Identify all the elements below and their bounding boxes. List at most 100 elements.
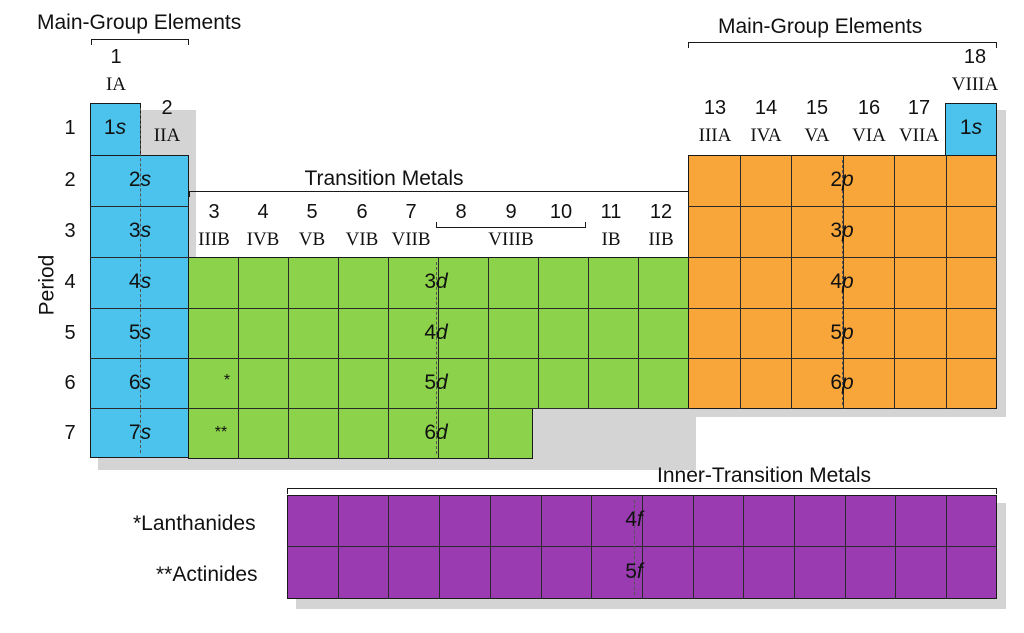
period-axis-label: Period (35, 254, 59, 316)
actinides-label: **Actinides (156, 563, 258, 586)
s-block-row-line (90, 408, 189, 409)
d-block-row-line (188, 358, 689, 359)
d-block-col-line (538, 257, 539, 409)
d-block-row-line (188, 408, 689, 409)
orbital-4s-label: 4s (128, 270, 152, 293)
orbital-5p-label: 5p (830, 321, 854, 344)
group-5-number: 5 (306, 201, 318, 223)
group-14-number: 14 (754, 97, 778, 119)
group-14-roman: IVA (750, 125, 782, 146)
group-5-roman: VB (298, 229, 326, 250)
s-block-center-line (140, 108, 141, 453)
group-2-roman: IIA (153, 125, 181, 146)
orbital-6p-label: 6p (830, 371, 854, 394)
group-10-number: 10 (549, 201, 573, 223)
period-4-label: 4 (64, 271, 76, 293)
group-16-roman: VIA (852, 125, 886, 146)
orbital-6s-label: 6s (128, 371, 152, 394)
period-1-label: 1 (64, 117, 76, 139)
period-7-label: 7 (64, 422, 76, 444)
s-block-row-line (90, 257, 189, 258)
period-3-label: 3 (64, 220, 76, 242)
group-13-roman: IIIA (698, 125, 732, 146)
period-5-label: 5 (64, 322, 76, 344)
group-1-roman: IA (105, 74, 127, 95)
orbital-he-1s-label: 1s (959, 116, 983, 139)
f-block-col-line (388, 495, 390, 599)
group-15-number: 15 (805, 97, 829, 119)
group-15-roman: VA (804, 125, 830, 146)
group-4-number: 4 (257, 201, 269, 223)
d-block-period-7 (188, 408, 533, 459)
orbital-2s-label: 2s (128, 168, 152, 191)
lanthanide-marker: * (223, 372, 231, 389)
f-block-col-line (337, 495, 339, 599)
orbital-2p-label: 2p (830, 168, 854, 191)
actinide-marker: ** (214, 424, 228, 441)
group-17-number: 17 (907, 97, 931, 119)
orbital-5d-label: 5d (424, 371, 448, 394)
main-group-right-bracket (688, 42, 997, 48)
group-6-roman: VIB (345, 229, 379, 250)
transition-metals-bracket (189, 191, 689, 197)
f-block-col-line (844, 495, 846, 599)
orbital-1s-label: 1s (103, 116, 127, 139)
group-6-number: 6 (356, 201, 368, 223)
orbital-4d-label: 4d (424, 321, 448, 344)
orbital-5s-label: 5s (128, 321, 152, 344)
period-6-label: 6 (64, 372, 76, 394)
orbital-6d-label: 6d (424, 421, 448, 444)
inner-transition-bracket (287, 488, 997, 494)
f-block-col-line (489, 495, 491, 599)
s-block-row-line (90, 308, 189, 309)
group-18-roman: VIIIA (951, 74, 999, 95)
s-block-period-1 (90, 103, 141, 156)
f-block-row-line (287, 546, 997, 547)
group-16-number: 16 (857, 97, 881, 119)
group-7-number: 7 (405, 201, 417, 223)
group-8-10-roman: VIIIB (488, 229, 534, 250)
p-block-col-line (842, 155, 844, 409)
orbital-3d-label: 3d (424, 270, 448, 293)
f-block-col-line (641, 495, 643, 599)
orbital-5f-label: 5f (625, 560, 643, 583)
f-block-col-line (439, 495, 441, 599)
d-block-col-line (588, 257, 589, 409)
f-block-col-line (946, 495, 948, 599)
group-11-number: 11 (600, 201, 622, 223)
f-block-col-line (794, 495, 795, 599)
f-block-col-line (692, 495, 694, 599)
f-block-col-line (743, 495, 745, 599)
group-7-roman: VIIB (391, 229, 431, 250)
p-block-col-line (791, 155, 792, 409)
orbital-3s-label: 3s (128, 219, 152, 242)
group-3-number: 3 (208, 201, 220, 223)
f-block-col-line (591, 495, 593, 599)
p-block-col-line (739, 155, 741, 409)
group-12-roman: IIB (648, 229, 674, 250)
f-block-col-line (540, 495, 542, 599)
group-3-roman: IIIB (198, 229, 230, 250)
period-2-label: 2 (64, 169, 76, 191)
inner-transition-title: Inner-Transition Metals (657, 464, 871, 487)
orbital-4p-label: 4p (830, 270, 854, 293)
p-block-center-line (842, 160, 843, 405)
group-12-number: 12 (649, 201, 673, 223)
s-block-row-line (90, 206, 189, 207)
p-block-col-line (945, 155, 947, 409)
group-8-10-bracket (436, 222, 586, 228)
group-18-number: 18 (963, 46, 987, 68)
transition-metals-title: Transition Metals (304, 167, 464, 190)
main-group-right-title: Main-Group Elements (718, 15, 923, 38)
p-block-col-line (894, 155, 895, 409)
group-9-number: 9 (505, 201, 517, 223)
group-13-number: 13 (703, 97, 727, 119)
s-block-row-line (90, 358, 189, 359)
main-group-left-title: Main-Group Elements (37, 11, 242, 34)
d-block-center-line (436, 262, 437, 454)
group-11-roman: IB (601, 229, 621, 250)
group-4-roman: IVB (246, 229, 280, 250)
d-block-col-line (638, 257, 639, 409)
f-block-center-line (634, 500, 635, 595)
